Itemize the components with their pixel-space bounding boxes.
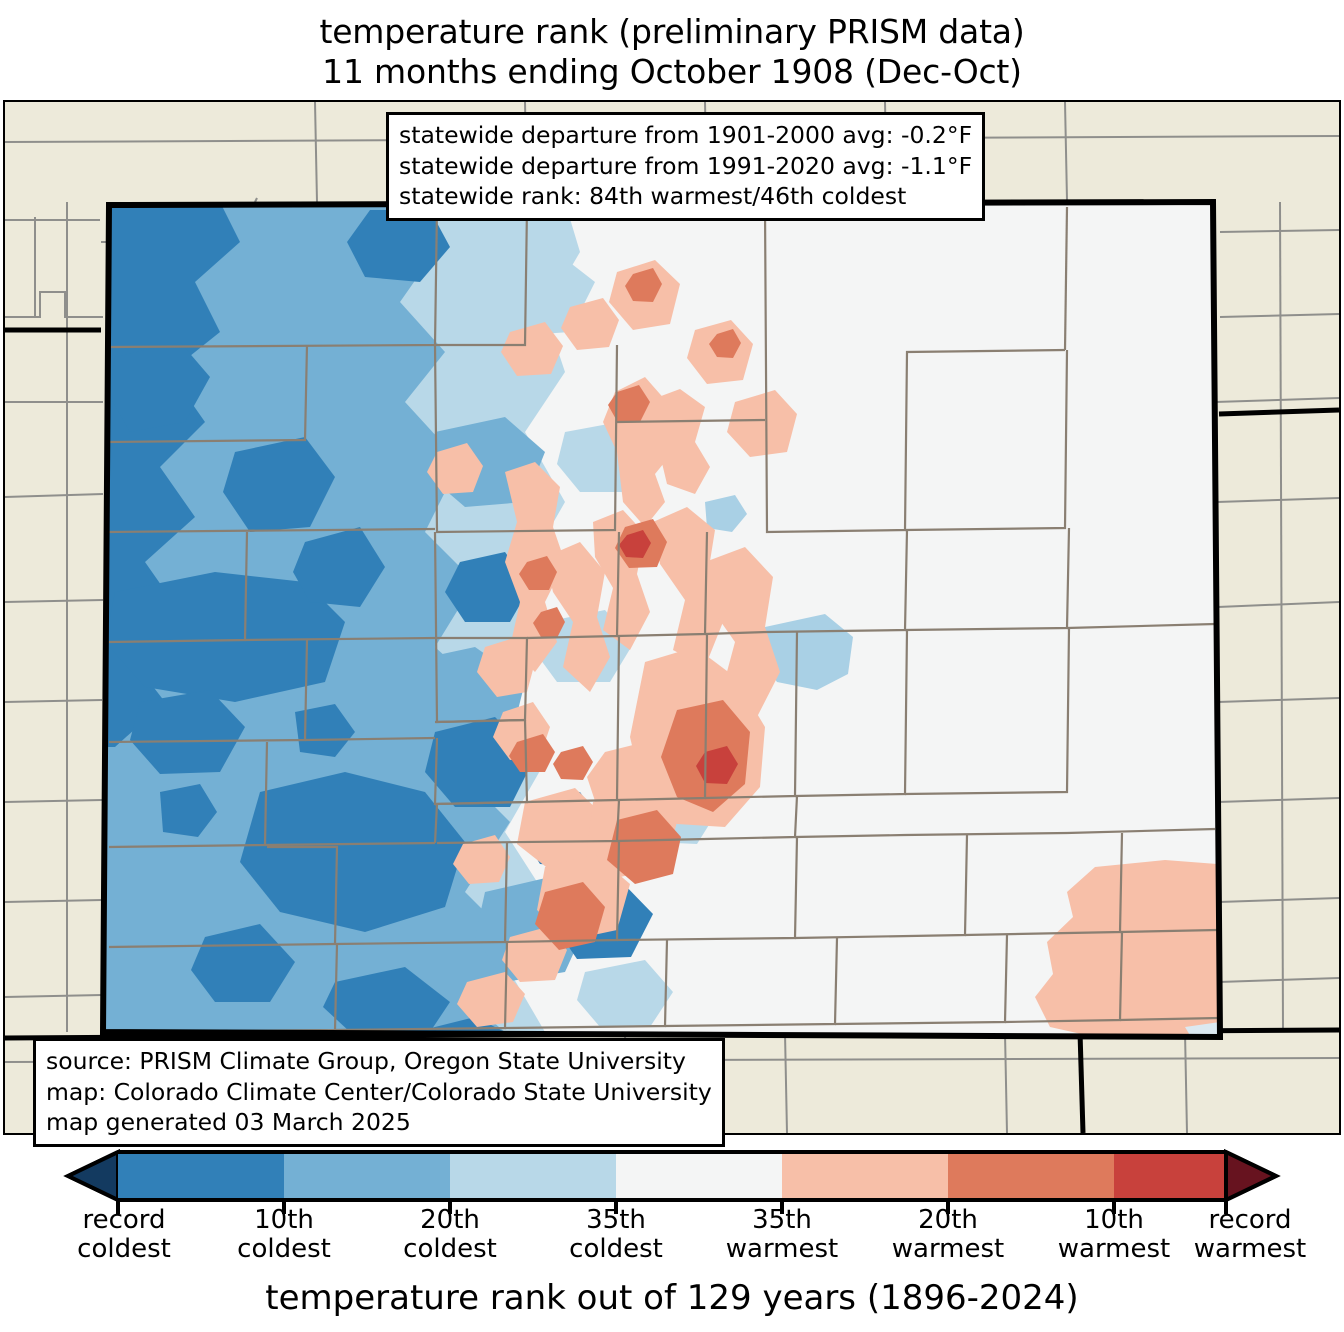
colorado-county-lines <box>108 206 1220 1034</box>
map-frame <box>3 100 1341 1135</box>
source-box: source: PRISM Climate Group, Oregon Stat… <box>33 1038 725 1147</box>
colorbar-band-20th-coldest <box>284 1152 450 1200</box>
source-map-credit: map: Colorado Climate Center/Colorado St… <box>46 1077 712 1106</box>
colorbar-cap-record-coldest <box>63 1148 120 1204</box>
colorado-interior <box>103 202 1220 1037</box>
colorbar <box>0 1148 1344 1214</box>
colorbar-label-20th-coldest: 20th coldest <box>403 1205 497 1265</box>
colorbar-band-middle <box>616 1152 782 1200</box>
title-line-2: 11 months ending October 1908 (Dec-Oct) <box>322 52 1022 92</box>
rank-patch-35th-coldest-small <box>705 495 747 532</box>
colorbar-label-record-coldest: record coldest <box>77 1205 171 1265</box>
source-prism: source: PRISM Climate Group, Oregon Stat… <box>46 1047 686 1075</box>
colorbar-label-35th-warmest: 35th warmest <box>725 1205 839 1265</box>
title-line-1: temperature rank (preliminary PRISM data… <box>319 12 1025 51</box>
rank-band-10th-coldest <box>105 202 653 1032</box>
colorbar-band-20th-warmest <box>948 1152 1114 1200</box>
source-generated-date: map generated 03 March 2025 <box>46 1108 411 1137</box>
colorbar-label-35th-coldest: 35th coldest <box>569 1205 663 1265</box>
rank-patch-35th-coldest-northcentral <box>757 614 853 690</box>
colorbar-cap-record-warmest <box>1224 1148 1281 1204</box>
colorbar-band-35th-warmest <box>782 1152 948 1200</box>
colorbar-ticks <box>116 1200 1228 1214</box>
colorbar-band-35th-coldest <box>450 1152 616 1200</box>
colorbar-label-record-warmest: record warmest <box>1193 1205 1307 1265</box>
colorbar-band-10th-coldest <box>118 1152 284 1200</box>
page-title: temperature rank (preliminary PRISM data… <box>0 12 1344 93</box>
colorado-temperature-rank-map <box>5 102 1339 1133</box>
colorbar-label-10th-coldest: 10th coldest <box>237 1205 331 1265</box>
rank-patch-southeast-35th-warmest <box>1035 860 1220 1037</box>
stat-departure-1901-2000: statewide departure from 1901-2000 avg: … <box>399 121 973 149</box>
stat-departure-1991-2020: statewide departure from 1991-2020 avg: … <box>399 151 973 180</box>
colorbar-label-20th-warmest: 20th warmest <box>891 1205 1005 1265</box>
rank-band-20th-warmest <box>509 268 750 950</box>
colorbar-band-10th-warmest <box>1114 1152 1226 1200</box>
colorbar-label-10th-warmest: 10th warmest <box>1057 1205 1171 1265</box>
statistics-box: statewide departure from 1901-2000 avg: … <box>386 112 986 221</box>
colorbar-caption: temperature rank out of 129 years (1896-… <box>265 1278 1079 1318</box>
colorbar-labels: record coldest 10th coldest 20th coldest 35… <box>0 1205 1344 1268</box>
rank-patch-southeast-cold-wisp <box>1185 1022 1220 1037</box>
stat-statewide-rank: statewide rank: 84th warmest/46th coldes… <box>399 182 907 211</box>
colorbar-svg <box>63 1148 1281 1214</box>
colorado-state-border <box>99 198 1224 1041</box>
